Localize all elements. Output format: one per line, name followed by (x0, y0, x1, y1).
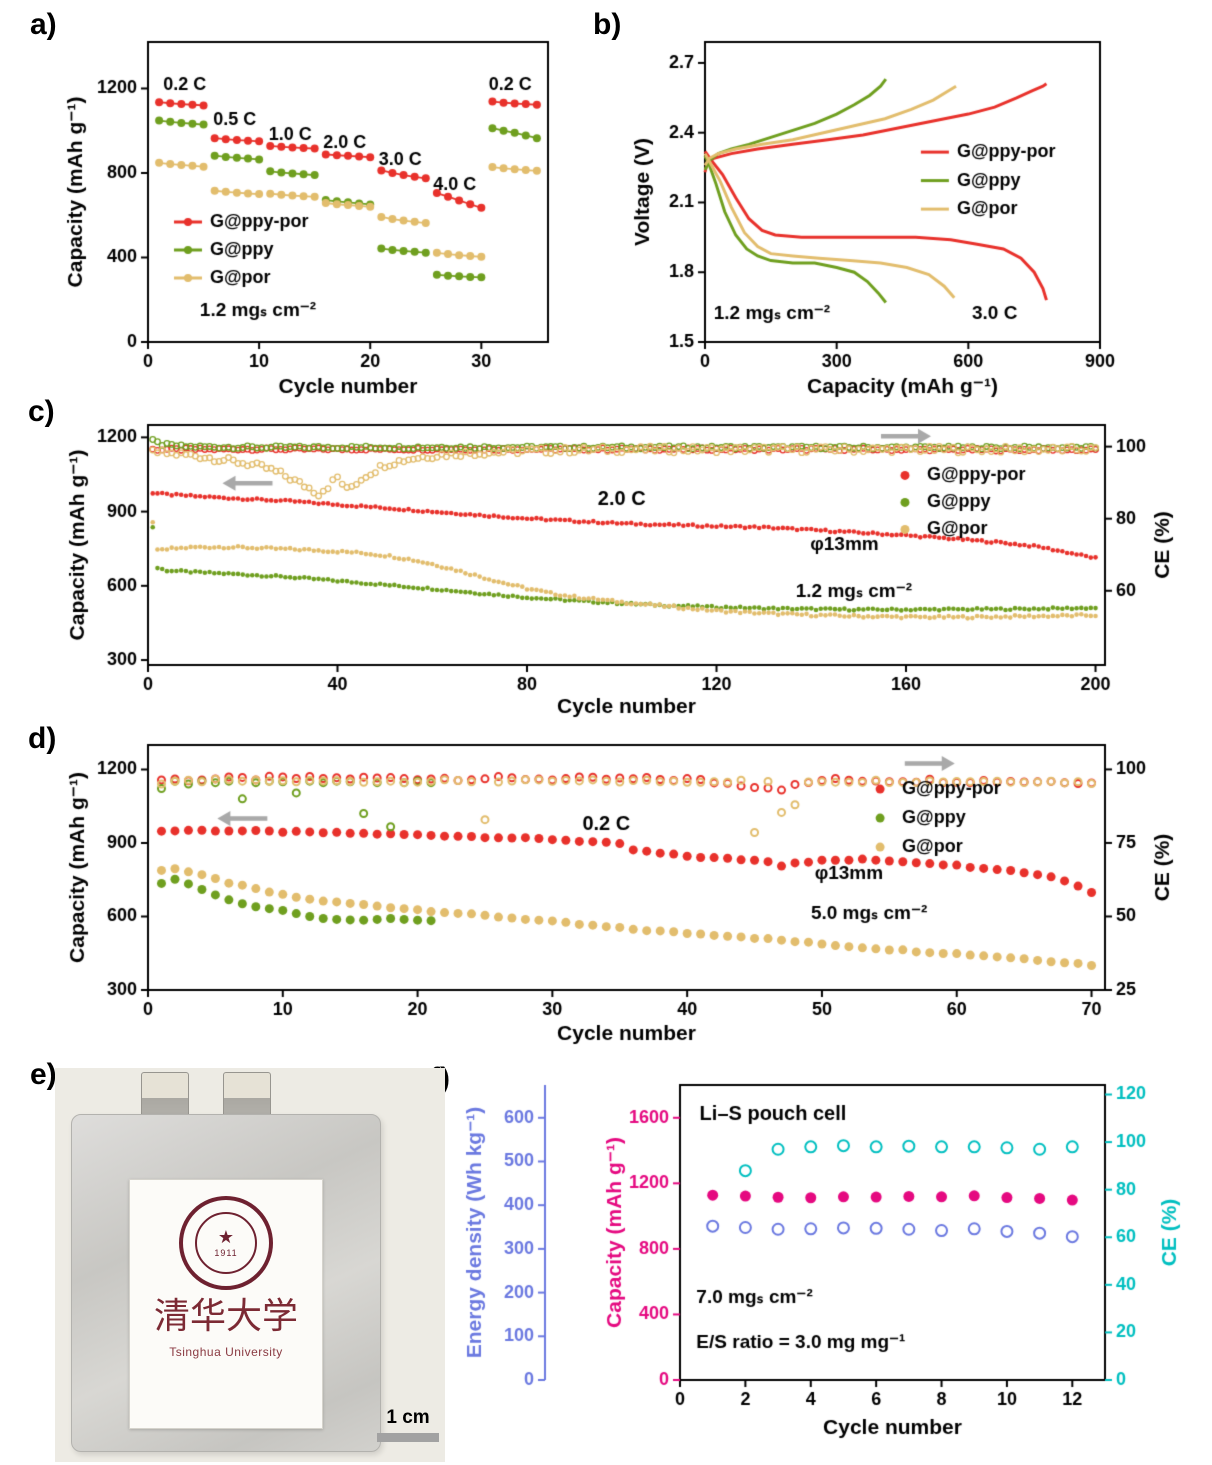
tsinghua-seal-icon: ★ 1911 (179, 1196, 273, 1290)
pouch-cell-photo: ★ 1911 清华大学 Tsinghua University 1 cm (55, 1068, 445, 1462)
rate-capability-chart (30, 5, 590, 405)
tsinghua-label-card: ★ 1911 清华大学 Tsinghua University (129, 1179, 323, 1429)
star-icon: ★ (217, 1227, 235, 1247)
tsinghua-name-chinese: 清华大学 (153, 1296, 298, 1337)
scale-bar-icon (377, 1433, 439, 1442)
scale-bar-label: 1 cm (386, 1407, 430, 1428)
cycling-2c-chart (30, 405, 1210, 720)
pouch-cell-performance-chart (425, 1055, 1212, 1465)
seal-inner-ring: ★ 1911 (195, 1212, 257, 1274)
panel-label-e: e) (30, 1058, 57, 1091)
scale-bar: 1 cm (377, 1407, 439, 1442)
tsinghua-name-english: Tsinghua University (169, 1345, 283, 1360)
pouch-cell-body: ★ 1911 清华大学 Tsinghua University (71, 1114, 381, 1452)
cycling-high-loading-chart (30, 725, 1210, 1050)
seal-year: 1911 (214, 1248, 238, 1258)
voltage-profile-chart (600, 5, 1210, 405)
